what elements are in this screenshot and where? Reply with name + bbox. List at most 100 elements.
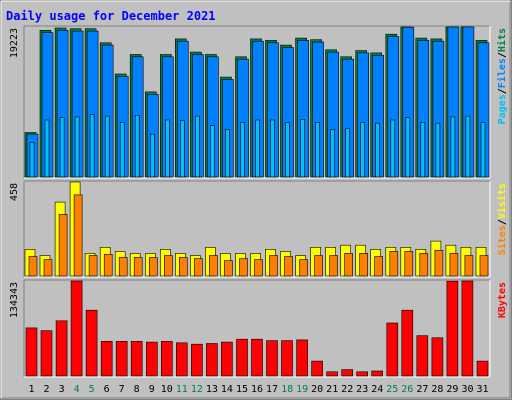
bar-sites-day-19 <box>299 259 308 277</box>
y-max-label: 458 <box>9 183 20 201</box>
bar-sites-day-20 <box>314 255 323 277</box>
bar-sites-day-21 <box>329 255 338 277</box>
x-tick-label: 4 <box>74 384 80 395</box>
bar-pages-day-2 <box>44 119 50 178</box>
bar-pages-day-18 <box>285 122 290 178</box>
y-max-label: 134343 <box>9 282 20 318</box>
bar-pages-day-9 <box>150 133 155 178</box>
panel-visits_sites: 458 Sites/Visits <box>9 180 508 278</box>
bar-pages-day-20 <box>315 122 320 178</box>
bar-sites-day-5 <box>88 255 98 277</box>
x-tick-label: 18 <box>281 384 293 395</box>
bar-kbytes-day-10 <box>161 340 173 377</box>
x-tick-label: 25 <box>386 384 398 395</box>
side-label-part: Files <box>496 58 508 88</box>
bar-sites-day-26 <box>404 251 414 277</box>
bar-pages-day-23 <box>360 122 366 178</box>
x-tick-label: 13 <box>206 384 218 395</box>
bar-kbytes-day-17 <box>266 340 278 377</box>
x-tick-label: 21 <box>326 384 338 395</box>
bar-kbytes-day-14 <box>221 341 233 377</box>
bar-sites-day-3 <box>58 214 68 277</box>
y-max-label: 19223 <box>9 28 20 58</box>
bar-sites-day-24 <box>374 256 384 277</box>
bar-kbytes-day-27 <box>416 335 429 377</box>
bar-pages-day-26 <box>405 117 411 178</box>
bar-pages-day-19 <box>300 119 305 178</box>
bar-pages-day-7 <box>119 122 125 178</box>
bar-pages-day-24 <box>375 122 381 178</box>
x-tick-label: 22 <box>341 384 353 395</box>
bar-sites-day-22 <box>344 253 354 277</box>
x-tick-label: 10 <box>161 384 173 395</box>
x-tick-label: 5 <box>89 384 95 395</box>
bar-kbytes-day-13 <box>206 343 218 377</box>
bar-sites-day-1 <box>28 256 38 277</box>
bar-kbytes-day-26 <box>401 309 414 377</box>
bar-sites-day-11 <box>179 257 188 277</box>
bar-sites-day-4 <box>73 194 83 277</box>
bar-kbytes-day-20 <box>311 360 323 377</box>
bar-kbytes-day-18 <box>281 340 293 377</box>
x-tick-label: 27 <box>416 384 428 395</box>
panel-kbytes: 134343 KBytes <box>9 279 508 378</box>
bar-kbytes-day-23 <box>356 371 369 377</box>
bar-pages-day-16 <box>255 119 260 178</box>
bar-kbytes-day-29 <box>446 280 459 377</box>
bar-sites-day-17 <box>269 255 278 277</box>
x-tick-label: 29 <box>446 384 458 395</box>
x-tick-label: 23 <box>356 384 368 395</box>
bar-kbytes-day-19 <box>296 339 308 377</box>
bar-pages-day-5 <box>89 114 95 178</box>
bar-kbytes-day-9 <box>146 341 158 377</box>
x-axis-labels: 1 2 3 4 5 6 7 8 9 10 11 12 13 14 15 16 17 18 19 20 21 22 23 24 2… <box>28 384 488 395</box>
bar-kbytes-day-2 <box>40 330 53 377</box>
bar-kbytes-day-28 <box>431 337 444 377</box>
x-tick-label: 17 <box>266 384 278 395</box>
side-label-part: / <box>497 219 508 225</box>
x-tick-label: 11 <box>176 384 188 395</box>
bar-pages-day-14 <box>225 129 230 178</box>
bar-kbytes-day-24 <box>371 370 384 377</box>
bar-kbytes-day-16 <box>251 338 263 377</box>
x-tick-label: 20 <box>311 384 323 395</box>
bar-sites-day-30 <box>464 255 474 277</box>
bar-pages-day-8 <box>134 115 140 178</box>
series-sites <box>28 194 489 277</box>
bar-pages-day-15 <box>240 122 245 178</box>
bar-kbytes-day-4 <box>70 280 83 377</box>
series-pages <box>29 114 486 178</box>
bar-pages-day-11 <box>180 120 185 178</box>
x-tick-label: 26 <box>401 384 413 395</box>
x-tick-label: 8 <box>134 384 140 395</box>
x-tick-label: 15 <box>236 384 248 395</box>
bar-kbytes-day-8 <box>130 340 143 377</box>
bar-pages-day-12 <box>195 115 200 178</box>
bar-sites-day-2 <box>43 259 53 277</box>
bar-pages-day-30 <box>465 115 471 178</box>
bar-kbytes-day-21 <box>326 371 338 377</box>
bar-pages-day-29 <box>450 116 456 178</box>
bar-pages-day-13 <box>210 125 215 178</box>
x-tick-label: 6 <box>104 384 110 395</box>
x-tick-label: 1 <box>28 384 34 395</box>
bar-kbytes-day-22 <box>341 369 354 377</box>
x-tick-label: 24 <box>371 384 383 395</box>
bar-pages-day-27 <box>420 122 426 178</box>
bar-pages-day-3 <box>59 117 65 178</box>
bar-pages-day-10 <box>165 119 170 178</box>
side-label-part: Sites <box>496 225 508 255</box>
chart-panels: 19223Pages/Files/Hits458Sites/Visits1343… <box>9 25 508 378</box>
bar-sites-day-9 <box>149 257 158 277</box>
bar-kbytes-day-30 <box>461 280 474 377</box>
x-tick-label: 30 <box>461 384 473 395</box>
bar-pages-day-28 <box>435 122 441 178</box>
side-label-part: / <box>497 52 508 58</box>
bar-sites-day-29 <box>449 253 459 277</box>
bar-sites-day-28 <box>434 250 444 277</box>
bar-sites-day-25 <box>389 251 399 277</box>
side-label-part: Visits <box>496 183 508 219</box>
x-tick-label: 7 <box>119 384 125 395</box>
